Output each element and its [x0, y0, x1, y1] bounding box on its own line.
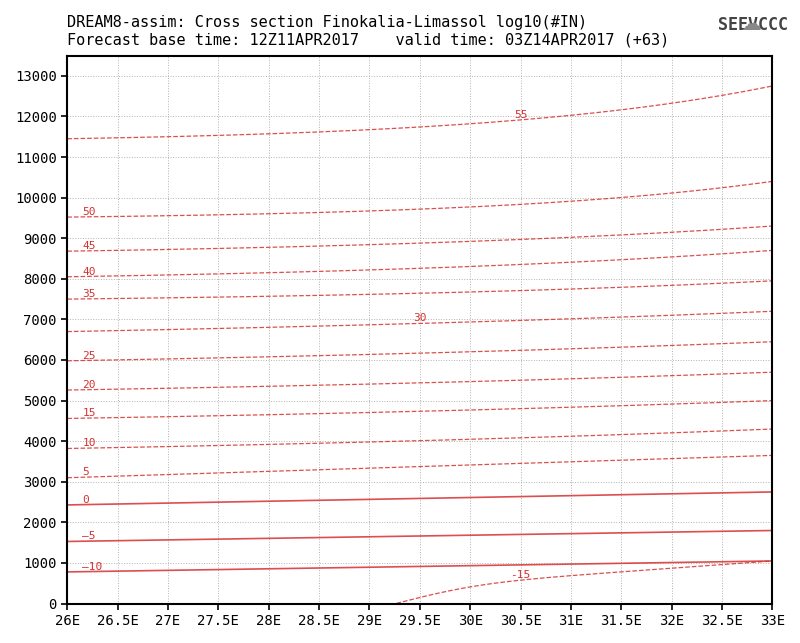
Text: DREAM8-assim: Cross section Finokalia-Limassol log10(#IN)
Forecast base time: 12: DREAM8-assim: Cross section Finokalia-Li… — [67, 15, 670, 48]
Text: –5: –5 — [82, 531, 96, 541]
Text: 40: 40 — [82, 267, 96, 276]
Text: SEEVCCC: SEEVCCC — [718, 16, 788, 34]
Text: 45: 45 — [82, 241, 96, 251]
Text: ☁: ☁ — [741, 14, 762, 34]
Text: 10: 10 — [82, 439, 96, 448]
Text: 25: 25 — [82, 350, 96, 361]
Text: 20: 20 — [82, 380, 96, 390]
Text: 5: 5 — [82, 467, 89, 477]
Text: 30: 30 — [413, 314, 426, 323]
Text: 0: 0 — [82, 494, 89, 505]
Text: -15: -15 — [510, 570, 530, 580]
Text: 50: 50 — [82, 207, 96, 217]
Text: –10: –10 — [82, 562, 102, 572]
Text: 35: 35 — [82, 289, 96, 299]
Text: 15: 15 — [82, 408, 96, 418]
Text: 55: 55 — [514, 110, 527, 120]
